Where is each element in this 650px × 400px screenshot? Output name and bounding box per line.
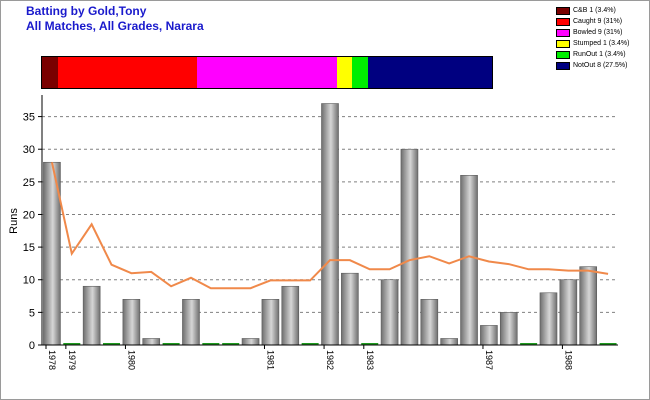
bar	[301, 343, 319, 345]
series-line	[50, 162, 609, 290]
bar	[142, 338, 161, 346]
segment-bowled	[197, 57, 337, 88]
bar	[202, 343, 220, 345]
bar	[420, 299, 439, 346]
bar	[103, 343, 121, 345]
y-tick-label: 0	[29, 340, 35, 352]
y-tick-label: 35	[23, 112, 35, 124]
bar	[341, 272, 359, 346]
legend-label: Stumped 1 (3.4%)	[573, 40, 630, 47]
bar	[281, 285, 300, 346]
x-tick-label: 1982	[325, 350, 335, 370]
bar	[559, 279, 578, 346]
y-tick-label: 30	[23, 144, 35, 156]
legend-label: Bowled 9 (31%)	[573, 29, 623, 36]
legend-label: RunOut 1 (3.4%)	[573, 51, 626, 58]
bar	[599, 343, 617, 345]
bar	[480, 325, 498, 346]
x-tick-label: 1987	[484, 350, 494, 370]
legend-swatch	[556, 18, 570, 26]
segment-cb	[42, 57, 58, 88]
legend-swatch	[556, 40, 570, 48]
bar	[520, 343, 538, 345]
legend-label: C&B 1 (3.4%)	[573, 7, 616, 14]
x-tick-label: 1988	[563, 350, 573, 370]
legend-swatch	[556, 29, 570, 37]
legend-swatch	[556, 62, 570, 70]
x-tick-label: 1980	[126, 350, 136, 370]
bar	[63, 343, 81, 345]
y-tick-label: 5	[29, 307, 35, 319]
bar	[380, 279, 399, 346]
bar	[499, 312, 518, 346]
chart-title: Batting by Gold,Tony	[26, 4, 147, 18]
bar	[579, 266, 598, 346]
segment-notout	[367, 57, 492, 88]
bar	[400, 148, 419, 346]
dismissal-stacked-bar	[41, 56, 493, 89]
x-tick-label: 1978	[47, 350, 57, 370]
bar	[539, 292, 558, 346]
segment-caught	[57, 57, 198, 88]
bar	[162, 343, 180, 345]
legend-swatch	[556, 51, 570, 59]
legend-label: NotOut 8 (27.5%)	[573, 62, 628, 69]
bar	[182, 299, 200, 346]
bar	[261, 299, 280, 346]
segment-stumped	[336, 57, 353, 88]
bar	[241, 338, 260, 346]
bar	[122, 299, 141, 346]
chart-subtitle: All Matches, All Grades, Narara	[26, 19, 204, 33]
bar	[321, 103, 339, 346]
x-tick-label: 1981	[265, 350, 275, 370]
y-tick-label: 25	[23, 177, 35, 189]
y-axis-label: Runs	[8, 208, 20, 234]
bar	[361, 343, 379, 345]
legend-label: Caught 9 (31%)	[573, 18, 623, 25]
bar	[460, 175, 478, 346]
y-tick-label: 20	[23, 209, 35, 221]
x-tick-label: 1983	[365, 350, 375, 370]
bar	[440, 338, 458, 346]
bar	[222, 343, 240, 345]
segment-runout	[352, 57, 368, 88]
x-tick-label: 1979	[67, 350, 77, 370]
bar	[82, 285, 101, 346]
legend-swatch	[556, 7, 570, 15]
y-tick-label: 10	[23, 275, 35, 287]
y-tick-label: 15	[23, 242, 35, 254]
